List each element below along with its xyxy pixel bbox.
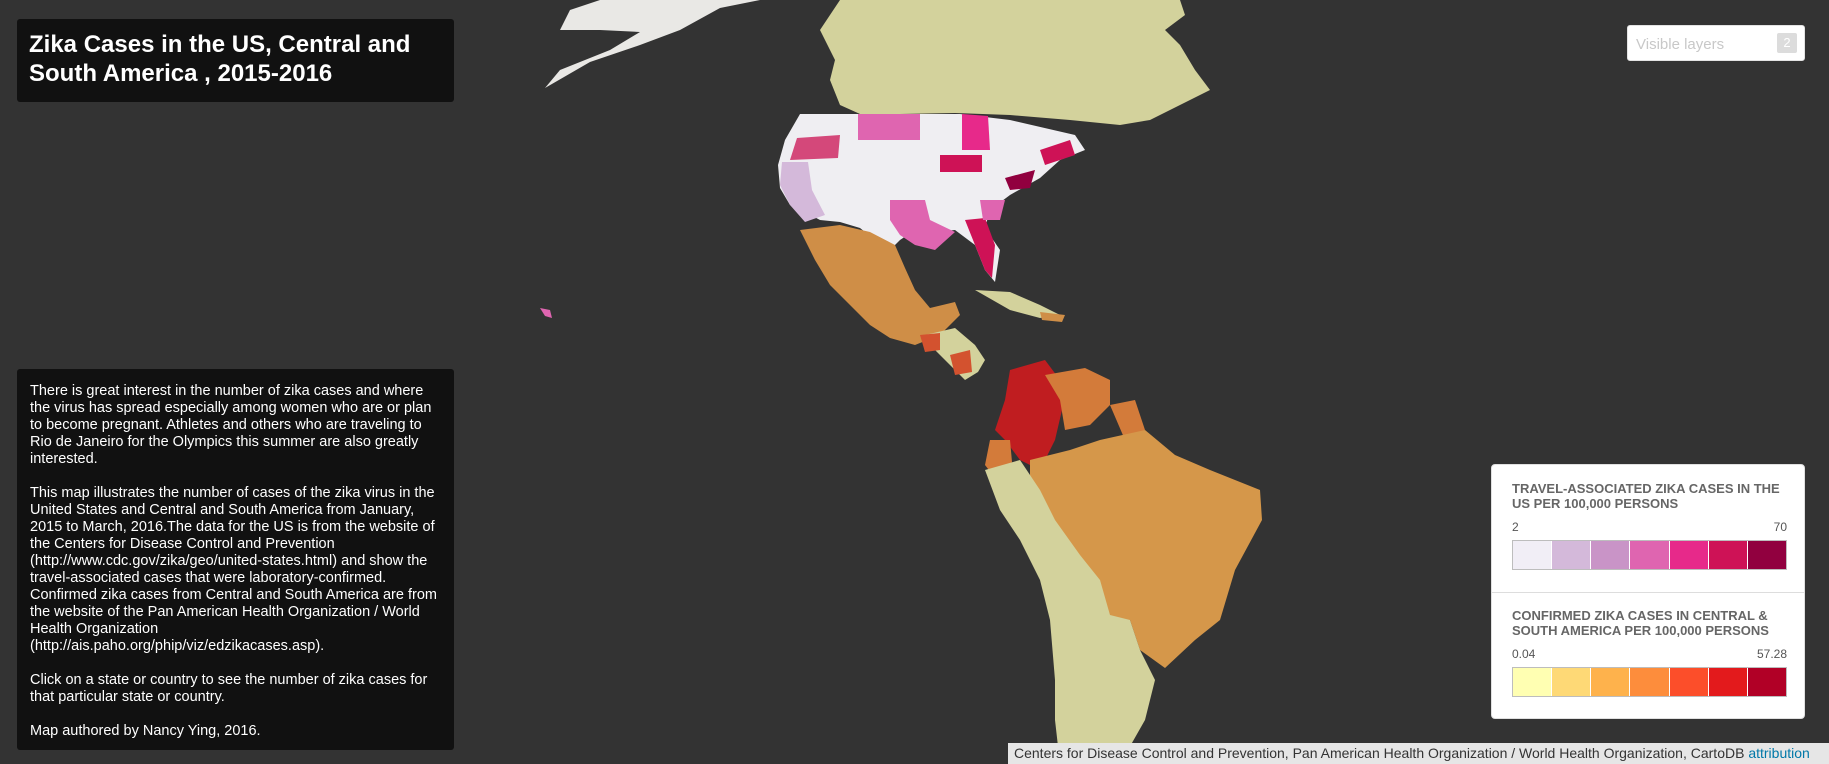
attribution-text: Centers for Disease Control and Preventi… <box>1014 745 1745 761</box>
arctic-island[interactable] <box>665 0 700 10</box>
legend-swatch <box>1630 668 1670 696</box>
layer-selector-label: Visible layers <box>1636 36 1725 53</box>
legend-latam-range: 0.04 57.28 <box>1512 647 1787 663</box>
legend-latam-max: 57.28 <box>1756 647 1787 661</box>
legend-swatch <box>1591 541 1631 569</box>
greenland[interactable] <box>545 0 760 88</box>
legend-swatch <box>1747 668 1786 696</box>
description-paragraph-3: Click on a state or country to see the n… <box>30 672 428 705</box>
new-york-state[interactable] <box>1040 140 1075 165</box>
nicaragua[interactable] <box>950 350 972 375</box>
paraguay[interactable] <box>1100 580 1130 620</box>
legend-us-max: 70 <box>1773 520 1787 534</box>
legend-us-min: 2 <box>1512 520 1519 534</box>
legend-latam-min: 0.04 <box>1512 647 1536 661</box>
florida-state[interactable] <box>965 218 995 278</box>
washington-state[interactable] <box>790 135 840 160</box>
usa[interactable] <box>778 114 1085 282</box>
legend-us: TRAVEL-ASSOCIATED ZIKA CASES IN THE US P… <box>1512 481 1787 570</box>
legend-swatch <box>1747 541 1786 569</box>
guatemala[interactable] <box>920 333 940 352</box>
attribution-link[interactable]: attribution <box>1748 745 1810 761</box>
legend-latam-title: CONFIRMED ZIKA CASES IN CENTRAL & SOUTH … <box>1512 608 1769 638</box>
guyana[interactable] <box>1110 400 1145 440</box>
legend-swatch <box>1552 541 1592 569</box>
layer-selector[interactable]: Visible layers 2 <box>1627 25 1805 61</box>
legend-us-title: TRAVEL-ASSOCIATED ZIKA CASES IN THE US P… <box>1512 481 1780 511</box>
colombia[interactable] <box>995 360 1062 470</box>
legend-us-colorbar <box>1512 540 1787 570</box>
brazil[interactable] <box>1030 430 1262 668</box>
cuba[interactable] <box>975 290 1060 318</box>
south-america-west[interactable] <box>985 460 1155 764</box>
legend-latam-colorbar <box>1512 667 1787 697</box>
legend-swatch <box>1708 541 1748 569</box>
mexico[interactable] <box>800 225 960 345</box>
minnesota-state[interactable] <box>962 114 990 150</box>
georgia-state[interactable] <box>980 200 1005 220</box>
iowa-state[interactable] <box>940 155 982 172</box>
description-paragraph-1: There is great interest in the number of… <box>30 383 432 467</box>
legend-swatch <box>1591 668 1631 696</box>
legend-panel: TRAVEL-ASSOCIATED ZIKA CASES IN THE US P… <box>1491 464 1805 719</box>
legend-divider <box>1492 592 1804 593</box>
legend-swatch <box>1669 541 1709 569</box>
title-panel: Zika Cases in the US, Central and South … <box>17 19 454 102</box>
description-paragraph-2: This map illustrates the number of cases… <box>30 485 437 654</box>
california-state[interactable] <box>780 162 825 222</box>
description-panel: There is great interest in the number of… <box>17 369 454 750</box>
hawaii[interactable] <box>540 308 552 318</box>
legend-latam: CONFIRMED ZIKA CASES IN CENTRAL & SOUTH … <box>1512 608 1787 697</box>
venezuela[interactable] <box>1045 368 1110 430</box>
legend-swatch <box>1513 668 1553 696</box>
legend-swatch <box>1708 668 1748 696</box>
attribution-bar: Centers for Disease Control and Preventi… <box>1008 743 1829 764</box>
legend-swatch <box>1630 541 1670 569</box>
description-paragraph-4: Map authored by Nancy Ying, 2016. <box>30 723 261 739</box>
layer-count-badge: 2 <box>1777 33 1797 53</box>
legend-swatch <box>1513 541 1553 569</box>
legend-us-range: 2 70 <box>1512 520 1787 536</box>
canada[interactable] <box>820 0 1210 125</box>
legend-swatch <box>1669 668 1709 696</box>
montana-state[interactable] <box>858 114 920 140</box>
virginia-state[interactable] <box>1005 170 1035 190</box>
texas-state[interactable] <box>890 200 955 250</box>
legend-swatch <box>1552 668 1592 696</box>
map-title: Zika Cases in the US, Central and South … <box>29 31 411 87</box>
dominican-republic[interactable] <box>1040 312 1065 322</box>
